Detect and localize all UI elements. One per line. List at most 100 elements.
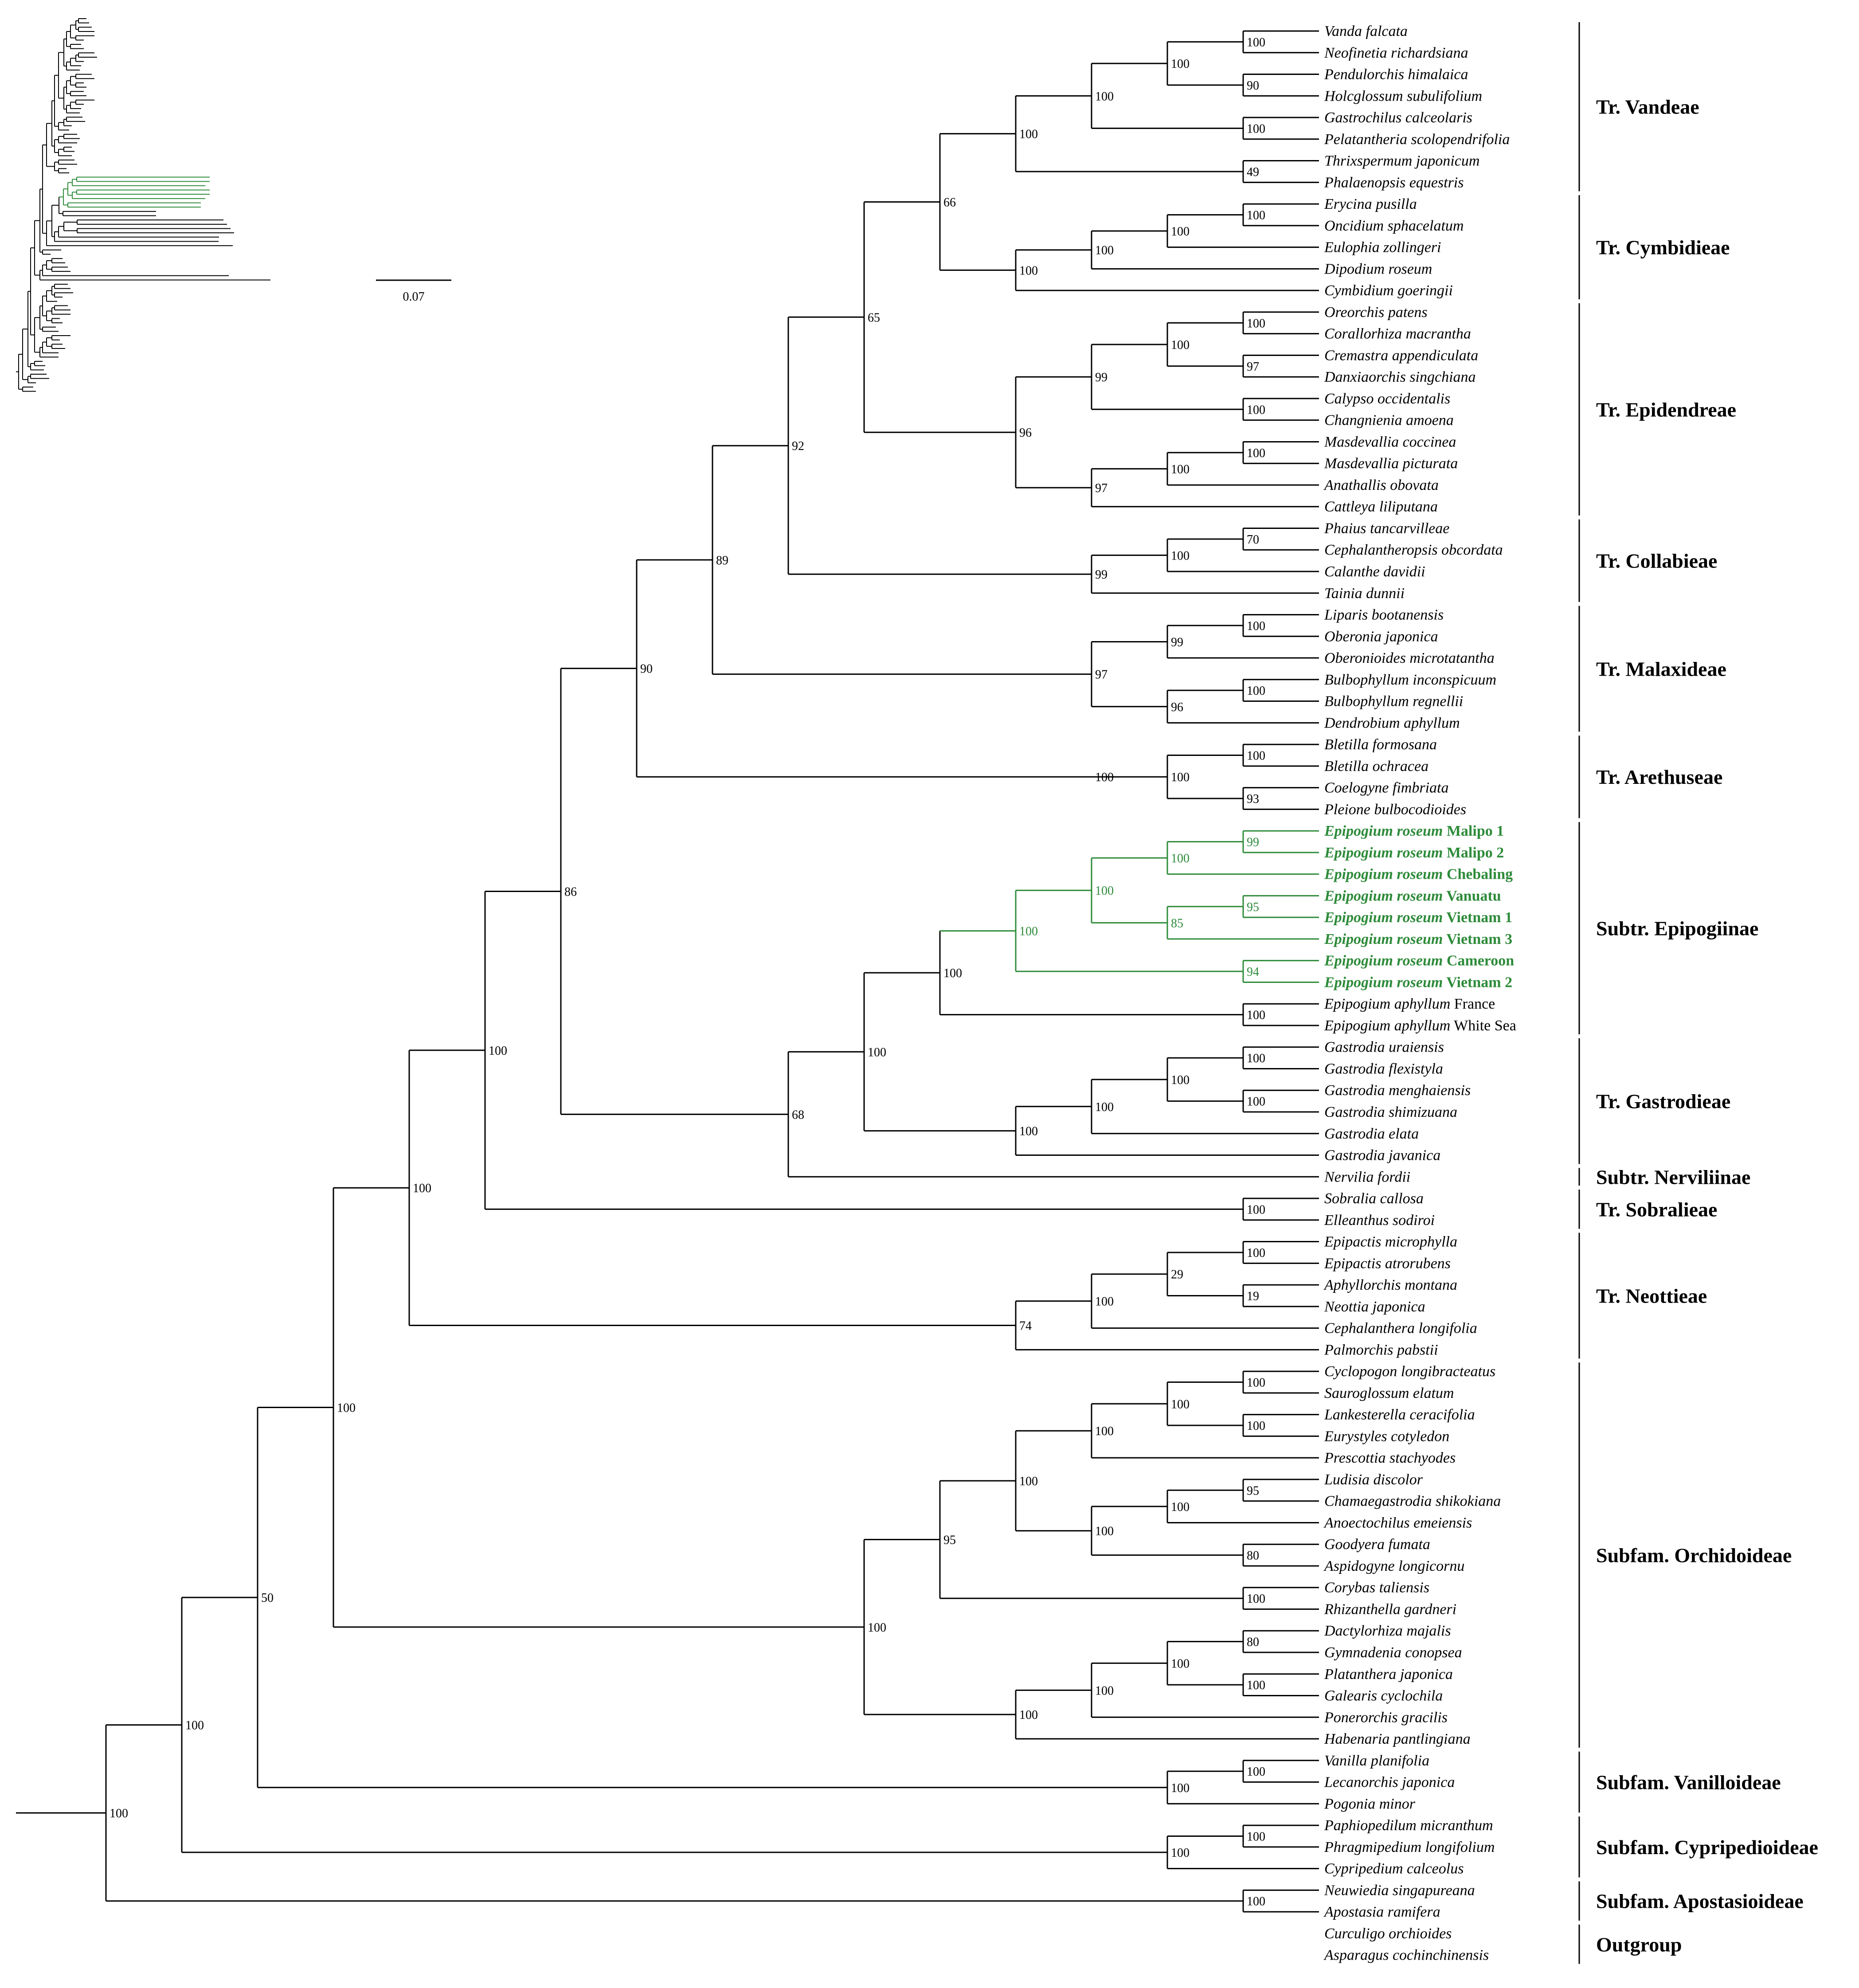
taxon-label: Apostasia ramifera <box>1323 1904 1440 1920</box>
support-value: 90 <box>640 662 653 676</box>
support-value: 100 <box>1019 1475 1038 1488</box>
taxon-label: Goodyera fumata <box>1324 1536 1430 1553</box>
taxon-label: Oncidium sphacelatum <box>1324 218 1464 234</box>
support-value: 89 <box>716 554 728 567</box>
taxon-label: Anoectochilus emeiensis <box>1323 1514 1472 1531</box>
taxon-label: Ponerorchis gracilis <box>1324 1709 1448 1726</box>
clade-label: Subfam. Orchidoideae <box>1596 1544 1792 1567</box>
taxon-label: Epipogium roseum Malipo 1 <box>1324 823 1504 839</box>
taxon-label: Platanthera japonica <box>1324 1666 1453 1683</box>
support-value: 100 <box>1171 1397 1190 1411</box>
support-value: 100 <box>1247 208 1265 222</box>
taxon-label: Chamaegastrodia shikokiana <box>1324 1493 1501 1510</box>
taxon-label: Anathallis obovata <box>1323 477 1439 493</box>
taxon-label: Epipogium roseum Vanuatu <box>1324 888 1501 904</box>
taxon-label: Epipogium roseum Vietnam 1 <box>1324 909 1512 926</box>
taxon-label: Dipodium roseum <box>1324 261 1432 277</box>
clade-label: Tr. Collabieae <box>1596 550 1717 572</box>
support-value: 100 <box>1171 57 1190 71</box>
support-value: 49 <box>1247 165 1259 179</box>
support-value: 100 <box>1247 1679 1265 1692</box>
support-value: 100 <box>943 967 962 980</box>
support-value: 68 <box>792 1108 804 1122</box>
support-value: 100 <box>1019 1708 1038 1722</box>
taxon-label: Elleanthus sodiroi <box>1324 1212 1435 1229</box>
support-value: 100 <box>1247 1895 1265 1909</box>
support-value: 100 <box>1247 619 1265 633</box>
support-value: 19 <box>1247 1289 1259 1303</box>
support-value: 100 <box>413 1182 431 1195</box>
taxon-label: Bletilla formosana <box>1324 736 1437 753</box>
support-value: 100 <box>185 1719 204 1733</box>
support-value: 100 <box>1247 684 1265 698</box>
clade-label: Tr. Arethuseae <box>1596 766 1722 788</box>
taxon-label: Epipactis atrorubens <box>1324 1255 1451 1272</box>
inset-phylogram <box>16 18 270 392</box>
support-value: 80 <box>1247 1636 1259 1649</box>
support-value: 100 <box>1171 1781 1190 1795</box>
support-value: 100 <box>1171 225 1190 239</box>
support-value: 100 <box>1247 1765 1265 1779</box>
support-value: 100 <box>868 1045 886 1059</box>
taxon-label: Gastrodia flexistyla <box>1324 1061 1443 1077</box>
support-value: 100 <box>489 1044 507 1058</box>
taxon-label: Calanthe davidii <box>1324 564 1425 580</box>
taxon-label: Neottia japonica <box>1324 1299 1425 1315</box>
clade-label: Outgroup <box>1596 1933 1682 1956</box>
support-value: 94 <box>1247 965 1259 979</box>
taxon-label: Phalaenopsis equestris <box>1324 174 1464 191</box>
taxon-label: Cremastra appendiculata <box>1324 347 1478 364</box>
taxon-label: Eurystyles cotyledon <box>1324 1428 1449 1444</box>
support-value: 96 <box>1171 700 1183 714</box>
taxon-label: Corybas taliensis <box>1324 1580 1429 1596</box>
taxon-label: Rhizanthella gardneri <box>1324 1601 1456 1617</box>
taxon-label: Masdevallia picturata <box>1324 455 1458 472</box>
tree-branches <box>16 30 1319 1913</box>
taxon-label: Aphyllorchis montana <box>1323 1277 1457 1293</box>
support-value: 100 <box>1247 1830 1265 1843</box>
support-value: 97 <box>1095 668 1108 682</box>
support-value: 100 <box>1247 317 1265 330</box>
support-value: 100 <box>1171 1846 1190 1860</box>
scale-label: 0.07 <box>403 290 425 304</box>
taxon-label: Calypso occidentalis <box>1324 391 1450 407</box>
taxon-label: Bulbophyllum regnellii <box>1324 693 1463 710</box>
support-value: 100 <box>1019 128 1038 141</box>
support-value: 90 <box>1247 79 1259 93</box>
support-value: 86 <box>564 885 577 899</box>
taxon-label: Nervilia fordii <box>1324 1169 1410 1185</box>
taxon-label: Aspidogyne longicornu <box>1323 1558 1464 1574</box>
support-value: 100 <box>1247 1203 1265 1217</box>
taxon-label: Epipactis microphylla <box>1324 1234 1457 1250</box>
support-value: 100 <box>1095 1424 1114 1438</box>
taxon-label: Cypripedium calceolus <box>1324 1861 1464 1877</box>
support-value: 100 <box>1095 1295 1114 1309</box>
clade-label: Tr. Malaxideae <box>1596 657 1726 680</box>
taxon-label: Liparis bootanensis <box>1324 607 1444 623</box>
taxon-label: Phaius tancarvilleae <box>1324 520 1449 536</box>
taxon-label: Oberonia japonica <box>1324 628 1438 645</box>
support-value: 100 <box>1095 1100 1114 1114</box>
taxon-label: Epipogium roseum Cameroon <box>1324 953 1514 969</box>
scale-bar: 0.07 <box>376 279 451 304</box>
support-value: 100 <box>1019 1125 1038 1139</box>
support-value: 100 <box>337 1401 356 1415</box>
taxon-label: Cyclopogon longibracteatus <box>1324 1363 1495 1380</box>
support-value: 100 <box>1171 549 1190 563</box>
taxon-label: Pogonia minor <box>1324 1796 1416 1812</box>
support-value: 100 <box>1247 403 1265 417</box>
support-value: 92 <box>792 439 804 453</box>
taxon-label: Gastrodia elata <box>1324 1126 1419 1142</box>
support-value: 100 <box>1171 462 1190 476</box>
support-value: 100 <box>1171 338 1190 352</box>
support-value: 74 <box>1019 1319 1032 1333</box>
support-value: 99 <box>1247 836 1259 849</box>
support-value: 100 <box>1247 1052 1265 1065</box>
support-value: 100 <box>1095 244 1114 258</box>
support-value: 99 <box>1095 568 1108 582</box>
taxon-label: Changnienia amoena <box>1324 412 1454 429</box>
clade-label: Subtr. Epipogiinae <box>1596 917 1758 940</box>
support-value: 100 <box>1247 446 1265 460</box>
taxon-label: Pelatantheria scolopendrifolia <box>1324 131 1510 148</box>
